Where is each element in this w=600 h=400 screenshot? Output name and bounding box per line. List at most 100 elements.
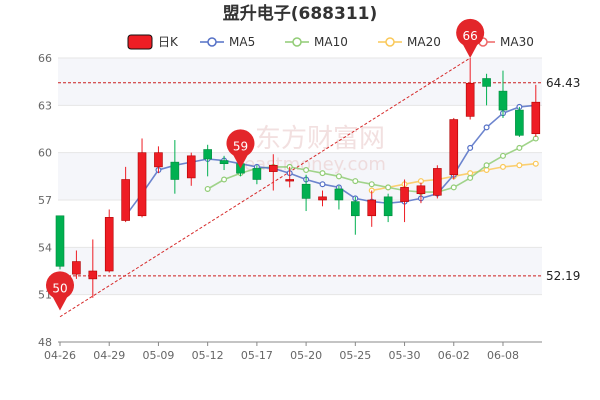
candle-body: [515, 109, 524, 136]
candle-body: [72, 261, 81, 275]
plot-band: [58, 200, 542, 248]
candle: [351, 196, 360, 235]
candle: [367, 190, 377, 227]
ma10-point: [221, 176, 228, 183]
reference-line-label: 52.19: [546, 269, 580, 283]
legend-label: MA20: [407, 35, 441, 49]
legend-item-ma5: MA5: [200, 35, 255, 49]
ma10-point: [319, 170, 326, 177]
legend-swatch: [127, 34, 153, 50]
candle-body: [400, 187, 409, 202]
candle-body: [531, 101, 541, 135]
price-pin: 66: [456, 18, 485, 58]
x-tick-label: 04-26: [44, 349, 76, 362]
candle: [334, 185, 344, 210]
y-tick-label: 54: [38, 241, 52, 254]
candle-body: [268, 164, 278, 172]
candle: [449, 117, 459, 180]
candle-body: [285, 179, 294, 182]
legend-item-kline: 日K: [127, 34, 179, 50]
candle-body: [55, 215, 65, 267]
x-tick-label: 05-20: [290, 349, 322, 362]
candle: [416, 182, 426, 204]
candle: [72, 250, 81, 279]
ma5-point: [467, 144, 474, 151]
y-tick-label: 57: [38, 194, 52, 207]
candle: [88, 239, 98, 298]
trend-line-segment: [59, 57, 471, 318]
pin-shape: [226, 129, 255, 169]
ma10-point: [483, 162, 490, 169]
ma10-point: [352, 178, 359, 185]
candle-body: [318, 196, 327, 201]
candle: [219, 155, 229, 171]
candle: [55, 215, 65, 270]
ma20-point: [483, 167, 490, 174]
candle: [400, 179, 409, 223]
legend-swatch-dot: [207, 37, 217, 47]
legend-label: 日K: [158, 35, 179, 49]
candle-body: [351, 201, 360, 217]
x-tick-label: 04-29: [93, 349, 125, 362]
candle-body: [203, 149, 212, 160]
candle-body: [416, 185, 426, 194]
legend-swatch-dot: [385, 37, 395, 47]
candle: [104, 209, 114, 273]
candle-body: [252, 168, 262, 180]
candle: [170, 140, 180, 194]
candle: [186, 152, 196, 186]
x-tick-label: 05-17: [241, 349, 273, 362]
candle-body: [170, 161, 180, 180]
candle: [285, 166, 294, 188]
plot-band: [58, 105, 542, 153]
price-pin: 50: [46, 271, 75, 311]
candle: [252, 165, 262, 185]
candle-body: [367, 199, 377, 217]
ma20-point: [499, 163, 506, 170]
candle: [137, 138, 147, 218]
candle-body: [498, 90, 508, 111]
ma20-point: [516, 162, 523, 169]
candle: [515, 106, 524, 137]
price-pin: 59: [226, 129, 255, 169]
ma20-point: [532, 160, 539, 167]
legend-label: MA10: [314, 35, 348, 49]
candle-body: [383, 196, 393, 217]
ma10-point: [385, 184, 392, 191]
reference-labels: 64.43 52.19: [546, 76, 580, 283]
trend-line: [59, 57, 471, 318]
legend: 日K MA5 MA10 MA20 MA30: [127, 34, 534, 50]
reference-line-label: 64.43: [546, 76, 580, 90]
candle-body: [88, 270, 98, 280]
y-tick-label: 66: [38, 52, 52, 65]
ma20-point: [467, 170, 474, 177]
candle: [531, 84, 541, 137]
ma5-point: [483, 124, 490, 131]
candle-body: [121, 179, 130, 221]
candle: [121, 166, 130, 223]
candle: [383, 193, 393, 223]
candle: [465, 58, 475, 120]
y-tick-label: 48: [38, 336, 52, 349]
x-tick-label: 05-30: [389, 349, 421, 362]
x-tick-label: 06-08: [487, 349, 519, 362]
ma10-point: [450, 184, 457, 191]
plot-band: [58, 247, 542, 295]
candle-body: [186, 155, 196, 179]
candle: [268, 154, 278, 191]
candle-body: [334, 188, 344, 201]
candle: [203, 144, 212, 177]
pin-label: 59: [233, 139, 248, 153]
ma5-point: [319, 181, 326, 188]
legend-label: MA5: [229, 35, 255, 49]
candle: [482, 73, 491, 106]
x-tick-label: 06-02: [438, 349, 470, 362]
ma10-point: [499, 152, 506, 159]
candle: [301, 174, 311, 212]
ma10-point: [516, 144, 523, 151]
ma10-point: [467, 174, 474, 181]
price-pins: 66 59 50: [46, 18, 485, 311]
plot-band: [58, 58, 542, 106]
ma10-point: [335, 173, 342, 180]
